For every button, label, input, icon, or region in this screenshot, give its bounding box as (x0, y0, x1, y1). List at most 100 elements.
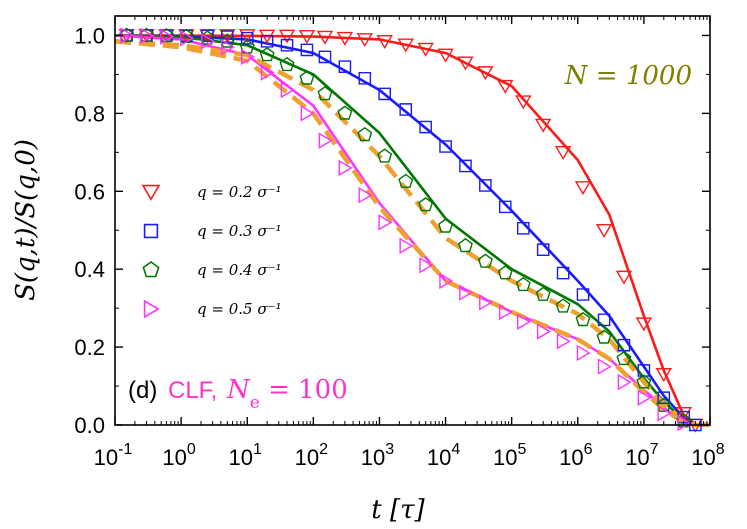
dashed-fit-curve (114, 39, 711, 428)
x-tick-label: 103 (361, 441, 394, 470)
y-tick-label: 0.4 (74, 257, 105, 282)
data-point (457, 56, 474, 71)
x-tick-base: 10 (493, 445, 517, 470)
data-point (597, 313, 611, 327)
x-tick-label: 108 (691, 441, 724, 470)
data-point (318, 132, 333, 149)
data-point (338, 60, 352, 73)
legend-marker (141, 184, 161, 201)
data-point (219, 29, 236, 44)
y-tick-label: 1.0 (74, 23, 105, 48)
data-point (457, 237, 473, 253)
data-point (280, 38, 294, 52)
data-point (317, 86, 333, 101)
data-point (300, 105, 315, 122)
data-point (515, 95, 532, 110)
x-tick-exp: 5 (517, 441, 526, 458)
data-point (637, 364, 651, 377)
data-point (221, 38, 236, 56)
data-point (556, 266, 570, 280)
data-point (279, 56, 295, 72)
data-point (636, 374, 652, 389)
data-point (418, 197, 434, 212)
x-tick-exp: -1 (118, 441, 132, 458)
y-tick-label: 0.8 (74, 101, 105, 126)
data-point (338, 159, 353, 177)
x-axis-title: t [τ] (371, 495, 425, 525)
data-point (536, 323, 551, 340)
data-point (635, 317, 653, 332)
x-tick-label: 10-1 (94, 441, 133, 470)
data-point (419, 120, 432, 134)
x-axis-ticks: 10-1 100 101 102 103 104 105 106 107 108 (94, 16, 725, 470)
ne-value: = 100 (260, 375, 348, 405)
legend-label: q = 0.2 σ⁻¹ (197, 183, 282, 201)
data-point (479, 179, 492, 192)
legend: q = 0.2 σ⁻¹ q = 0.3 σ⁻¹ q = 0.4 σ⁻¹ q = 0.5… (141, 183, 282, 319)
data-point (616, 350, 632, 366)
x-tick-label: 104 (427, 441, 460, 470)
data-point (536, 243, 550, 257)
x-tick-exp: 1 (253, 441, 262, 458)
data-point (497, 265, 513, 280)
n-label: N = 1000 (564, 61, 692, 91)
panel-label: (d) (128, 377, 157, 404)
data-point (574, 181, 592, 196)
x-tick-base: 10 (295, 445, 319, 470)
x-tick-base: 10 (625, 445, 649, 470)
data-point (596, 329, 612, 344)
y-axis-title: S(q,t)/S(q,0) (11, 139, 41, 301)
data-point (617, 338, 631, 352)
data-point (677, 414, 692, 432)
data-point (398, 173, 414, 188)
data-point (439, 140, 452, 153)
data-point (300, 43, 314, 57)
x-tick-exp: 0 (187, 441, 196, 458)
data-point (378, 214, 393, 231)
data-point (298, 29, 316, 44)
data-point (397, 38, 414, 53)
data-point (280, 81, 295, 99)
data-point (260, 35, 274, 48)
x-tick-exp: 6 (584, 441, 593, 458)
plot-frame (114, 15, 711, 426)
data-point (617, 373, 632, 391)
x-tick-label: 102 (295, 441, 328, 470)
data-point (299, 70, 315, 85)
data-point (201, 33, 216, 50)
data-point (534, 118, 552, 133)
legend-marker (143, 223, 159, 239)
data-point (140, 27, 155, 45)
legend-label: q = 0.4 σ⁻¹ (197, 261, 282, 279)
data-markers (118, 27, 704, 433)
data-point (477, 253, 493, 268)
data-point (479, 294, 494, 311)
x-tick-label: 100 (162, 441, 195, 470)
data-point (417, 42, 434, 57)
x-tick-base: 10 (427, 445, 451, 470)
legend-label: q = 0.5 σ⁻¹ (197, 300, 282, 318)
data-point (689, 418, 702, 432)
legend-label: q = 0.3 σ⁻¹ (197, 222, 282, 240)
x-tick-label: 105 (493, 441, 526, 470)
data-point (657, 405, 672, 422)
data-point (535, 286, 551, 301)
data-point (595, 223, 613, 238)
data-point (554, 146, 572, 161)
data-point (337, 105, 353, 120)
data-point (437, 48, 454, 63)
data-point (459, 159, 472, 173)
data-point (378, 87, 391, 101)
data-point (419, 257, 434, 274)
data-point (438, 218, 454, 233)
data-point (675, 407, 692, 421)
model-label: CLF, (168, 377, 217, 404)
x-tick-label: 101 (229, 441, 262, 470)
data-point (517, 313, 531, 330)
data-point (656, 397, 672, 412)
data-point (358, 186, 373, 204)
x-tick-exp: 3 (385, 441, 394, 458)
ne-label: Ne = 100 (226, 375, 348, 413)
x-tick-exp: 2 (319, 441, 328, 458)
data-point (336, 31, 354, 46)
